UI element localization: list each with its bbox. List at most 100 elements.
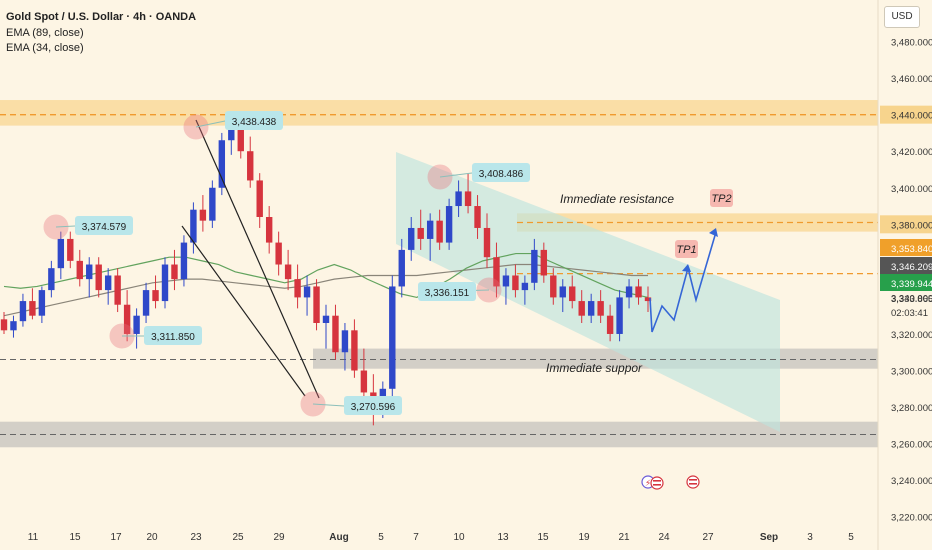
callout-box xyxy=(144,326,202,345)
candle-body xyxy=(445,206,453,243)
candle-body xyxy=(265,217,273,243)
candle-body xyxy=(95,264,102,291)
candle-body xyxy=(180,242,188,280)
immediate-resistance-price-tag-label: 3,380.000 xyxy=(891,220,932,231)
candle-body xyxy=(10,321,17,331)
us-flag-icon xyxy=(653,480,661,482)
event-flash-icon: ⚡ xyxy=(645,479,651,489)
callout-box xyxy=(75,216,133,235)
last-price-label: 3,333.865 xyxy=(891,294,932,305)
x-tick-label: 15 xyxy=(69,532,81,543)
price-tag-label: 3,339.944 xyxy=(891,279,932,290)
candle-body xyxy=(228,129,235,141)
projection-arrow xyxy=(709,228,718,237)
candle-body xyxy=(104,275,112,291)
price-tag-label: 3,346.209 xyxy=(891,262,932,273)
y-tick-label: 3,480.000 xyxy=(891,38,932,49)
candle-body xyxy=(161,264,169,302)
x-tick-label: 29 xyxy=(273,532,285,543)
x-tick-label: 17 xyxy=(110,532,122,543)
candle-body xyxy=(606,315,614,334)
swing-price-label: 3,270.596 xyxy=(351,402,396,413)
candle-body xyxy=(550,275,557,298)
candle-body xyxy=(209,187,216,221)
ema-89-legend: EMA (89, close) xyxy=(6,27,84,39)
x-tick-label: 3 xyxy=(807,532,813,543)
candle-body xyxy=(171,264,178,280)
candle-body xyxy=(57,238,65,269)
candle-body xyxy=(142,290,150,316)
candle-body xyxy=(190,209,197,243)
us-flag-icon xyxy=(653,484,661,486)
price-tag xyxy=(880,239,932,256)
candle-body xyxy=(474,206,481,228)
projection-path xyxy=(649,231,717,333)
x-tick-label: 10 xyxy=(453,532,465,543)
candle-body xyxy=(294,279,301,298)
candle-body xyxy=(455,191,462,207)
swing-price-label: 3,408.486 xyxy=(479,169,524,180)
candle-body xyxy=(351,330,358,371)
x-tick-label: 27 xyxy=(702,532,714,543)
tp1-label: TP1 xyxy=(676,244,696,256)
us-flag-icon xyxy=(689,483,697,485)
candle-body xyxy=(578,301,585,316)
candle-body xyxy=(237,129,244,152)
candle-body xyxy=(408,227,415,250)
candle-body xyxy=(38,290,46,316)
candle-body xyxy=(0,319,8,331)
candle-body xyxy=(417,227,424,239)
x-tick-label: 5 xyxy=(848,532,854,543)
x-tick-label: 20 xyxy=(146,532,158,543)
us-flag-icon xyxy=(686,475,700,489)
countdown-label: 02:03:41 xyxy=(891,308,928,319)
candle-body xyxy=(313,286,320,323)
candle-body xyxy=(464,191,472,207)
candle-body xyxy=(502,275,510,287)
currency-selector[interactable]: USD xyxy=(884,6,920,28)
projection-arrow xyxy=(682,264,691,272)
us-flag-icon xyxy=(650,476,664,490)
candle-body xyxy=(199,209,207,221)
callout-box xyxy=(344,396,402,415)
immediate-resistance-price-tag xyxy=(880,215,932,234)
candle-body xyxy=(341,330,349,353)
y-tick-label: 3,320.000 xyxy=(891,330,932,341)
swing-price-label: 3,374.579 xyxy=(82,222,127,233)
candle-body xyxy=(426,220,434,239)
tp1-badge xyxy=(675,240,698,258)
candle-body xyxy=(152,290,159,302)
candle-body xyxy=(493,257,500,287)
callout-leader xyxy=(312,403,345,407)
swing-price-label: 3,336.151 xyxy=(425,288,470,299)
candle-body xyxy=(540,249,548,276)
x-tick-label: 15 xyxy=(537,532,549,543)
candle-body xyxy=(322,315,330,323)
x-tick-label: 21 xyxy=(618,532,630,543)
candle-body xyxy=(275,242,282,265)
candle-body xyxy=(86,264,93,280)
candle-body xyxy=(284,264,292,280)
price-tag xyxy=(880,257,932,274)
candle-body xyxy=(123,304,131,334)
callout-box xyxy=(472,163,530,182)
x-tick-label: 11 xyxy=(28,532,39,543)
candle-body xyxy=(48,268,55,291)
candle-body xyxy=(512,275,519,291)
candle-body xyxy=(303,286,311,298)
candle-body xyxy=(360,370,368,393)
y-tick-label: 3,420.000 xyxy=(891,147,932,158)
callout-box xyxy=(225,111,283,130)
candle-body xyxy=(483,227,491,258)
candle-body xyxy=(531,249,538,283)
x-tick-label: Aug xyxy=(329,532,348,543)
candle-body xyxy=(625,286,633,298)
trendline-lower xyxy=(181,225,306,397)
swing-price-label: 3,311.850 xyxy=(151,332,195,343)
swing-price-label: 3,438.438 xyxy=(232,117,277,128)
immediate-resistance-label: Immediate resistance xyxy=(560,192,674,206)
candle-body xyxy=(398,249,405,287)
y-tick-label: 3,260.000 xyxy=(891,440,932,451)
